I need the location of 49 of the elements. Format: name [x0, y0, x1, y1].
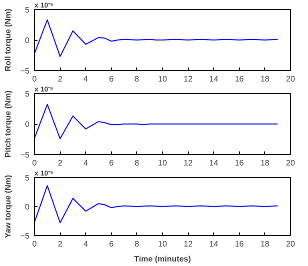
y-tick-label: 0	[25, 120, 30, 129]
y-axis-title: Yaw torque (Nm)	[3, 174, 12, 238]
x-tick-label: 2	[58, 74, 63, 84]
x-tick-label: 8	[134, 240, 140, 248]
y-tick-label: 5	[25, 174, 30, 182]
y-tick-label: −5	[20, 150, 30, 160]
y-tick-label: 5	[25, 6, 30, 14]
y-tick-label: 0	[25, 36, 30, 45]
y-axis-title: Roll torque (Nm)	[3, 8, 12, 72]
x-tick-label: 14	[209, 240, 219, 248]
x-tick-label: 0	[32, 240, 38, 248]
x-tick-label: 2	[58, 240, 63, 248]
y-tick-label: −5	[20, 66, 30, 76]
x-tick-label: 12	[184, 240, 194, 248]
x-tick-label: 10	[158, 158, 168, 168]
x-tick-label: 2	[58, 158, 63, 168]
x-tick-label: 10	[158, 240, 168, 248]
x-tick-label: 0	[32, 74, 38, 84]
x-tick-label: 6	[109, 74, 114, 84]
x-tick-label: 12	[184, 74, 194, 84]
y-axis-title: Pitch torque (Nm)	[3, 90, 12, 158]
x-tick-label: 4	[83, 240, 88, 248]
x-tick-label: 6	[109, 158, 114, 168]
x-tick-label: 4	[83, 158, 88, 168]
x-tick-label: 10	[158, 74, 168, 84]
x-tick-label: 18	[260, 158, 270, 168]
x-tick-label: 20	[286, 240, 296, 248]
x-tick-label: 20	[286, 158, 296, 168]
x-tick-label: 0	[32, 158, 38, 168]
x-tick-label: 18	[260, 240, 270, 248]
x-tick-label: 16	[234, 74, 244, 84]
x-axis-title: Time (minutes)	[134, 254, 192, 264]
line-series	[34, 19, 278, 57]
y-tick-label: −5	[20, 232, 30, 240]
x-tick-label: 6	[109, 240, 114, 248]
x-tick-label: 18	[260, 74, 270, 84]
x-tick-label: 14	[209, 74, 219, 84]
y-tick-label: 5	[25, 90, 30, 98]
line-series	[34, 104, 278, 140]
x-tick-label: 16	[234, 240, 244, 248]
x-tick-label: 20	[286, 74, 296, 84]
x-tick-label: 12	[184, 158, 194, 168]
line-series	[34, 185, 278, 224]
x-tick-label: 8	[134, 74, 140, 84]
x-tick-label: 16	[234, 158, 244, 168]
x-tick-label: 4	[83, 74, 88, 84]
y-tick-label: 0	[25, 202, 30, 212]
x-tick-label: 8	[134, 158, 140, 168]
x-tick-label: 14	[209, 158, 219, 168]
